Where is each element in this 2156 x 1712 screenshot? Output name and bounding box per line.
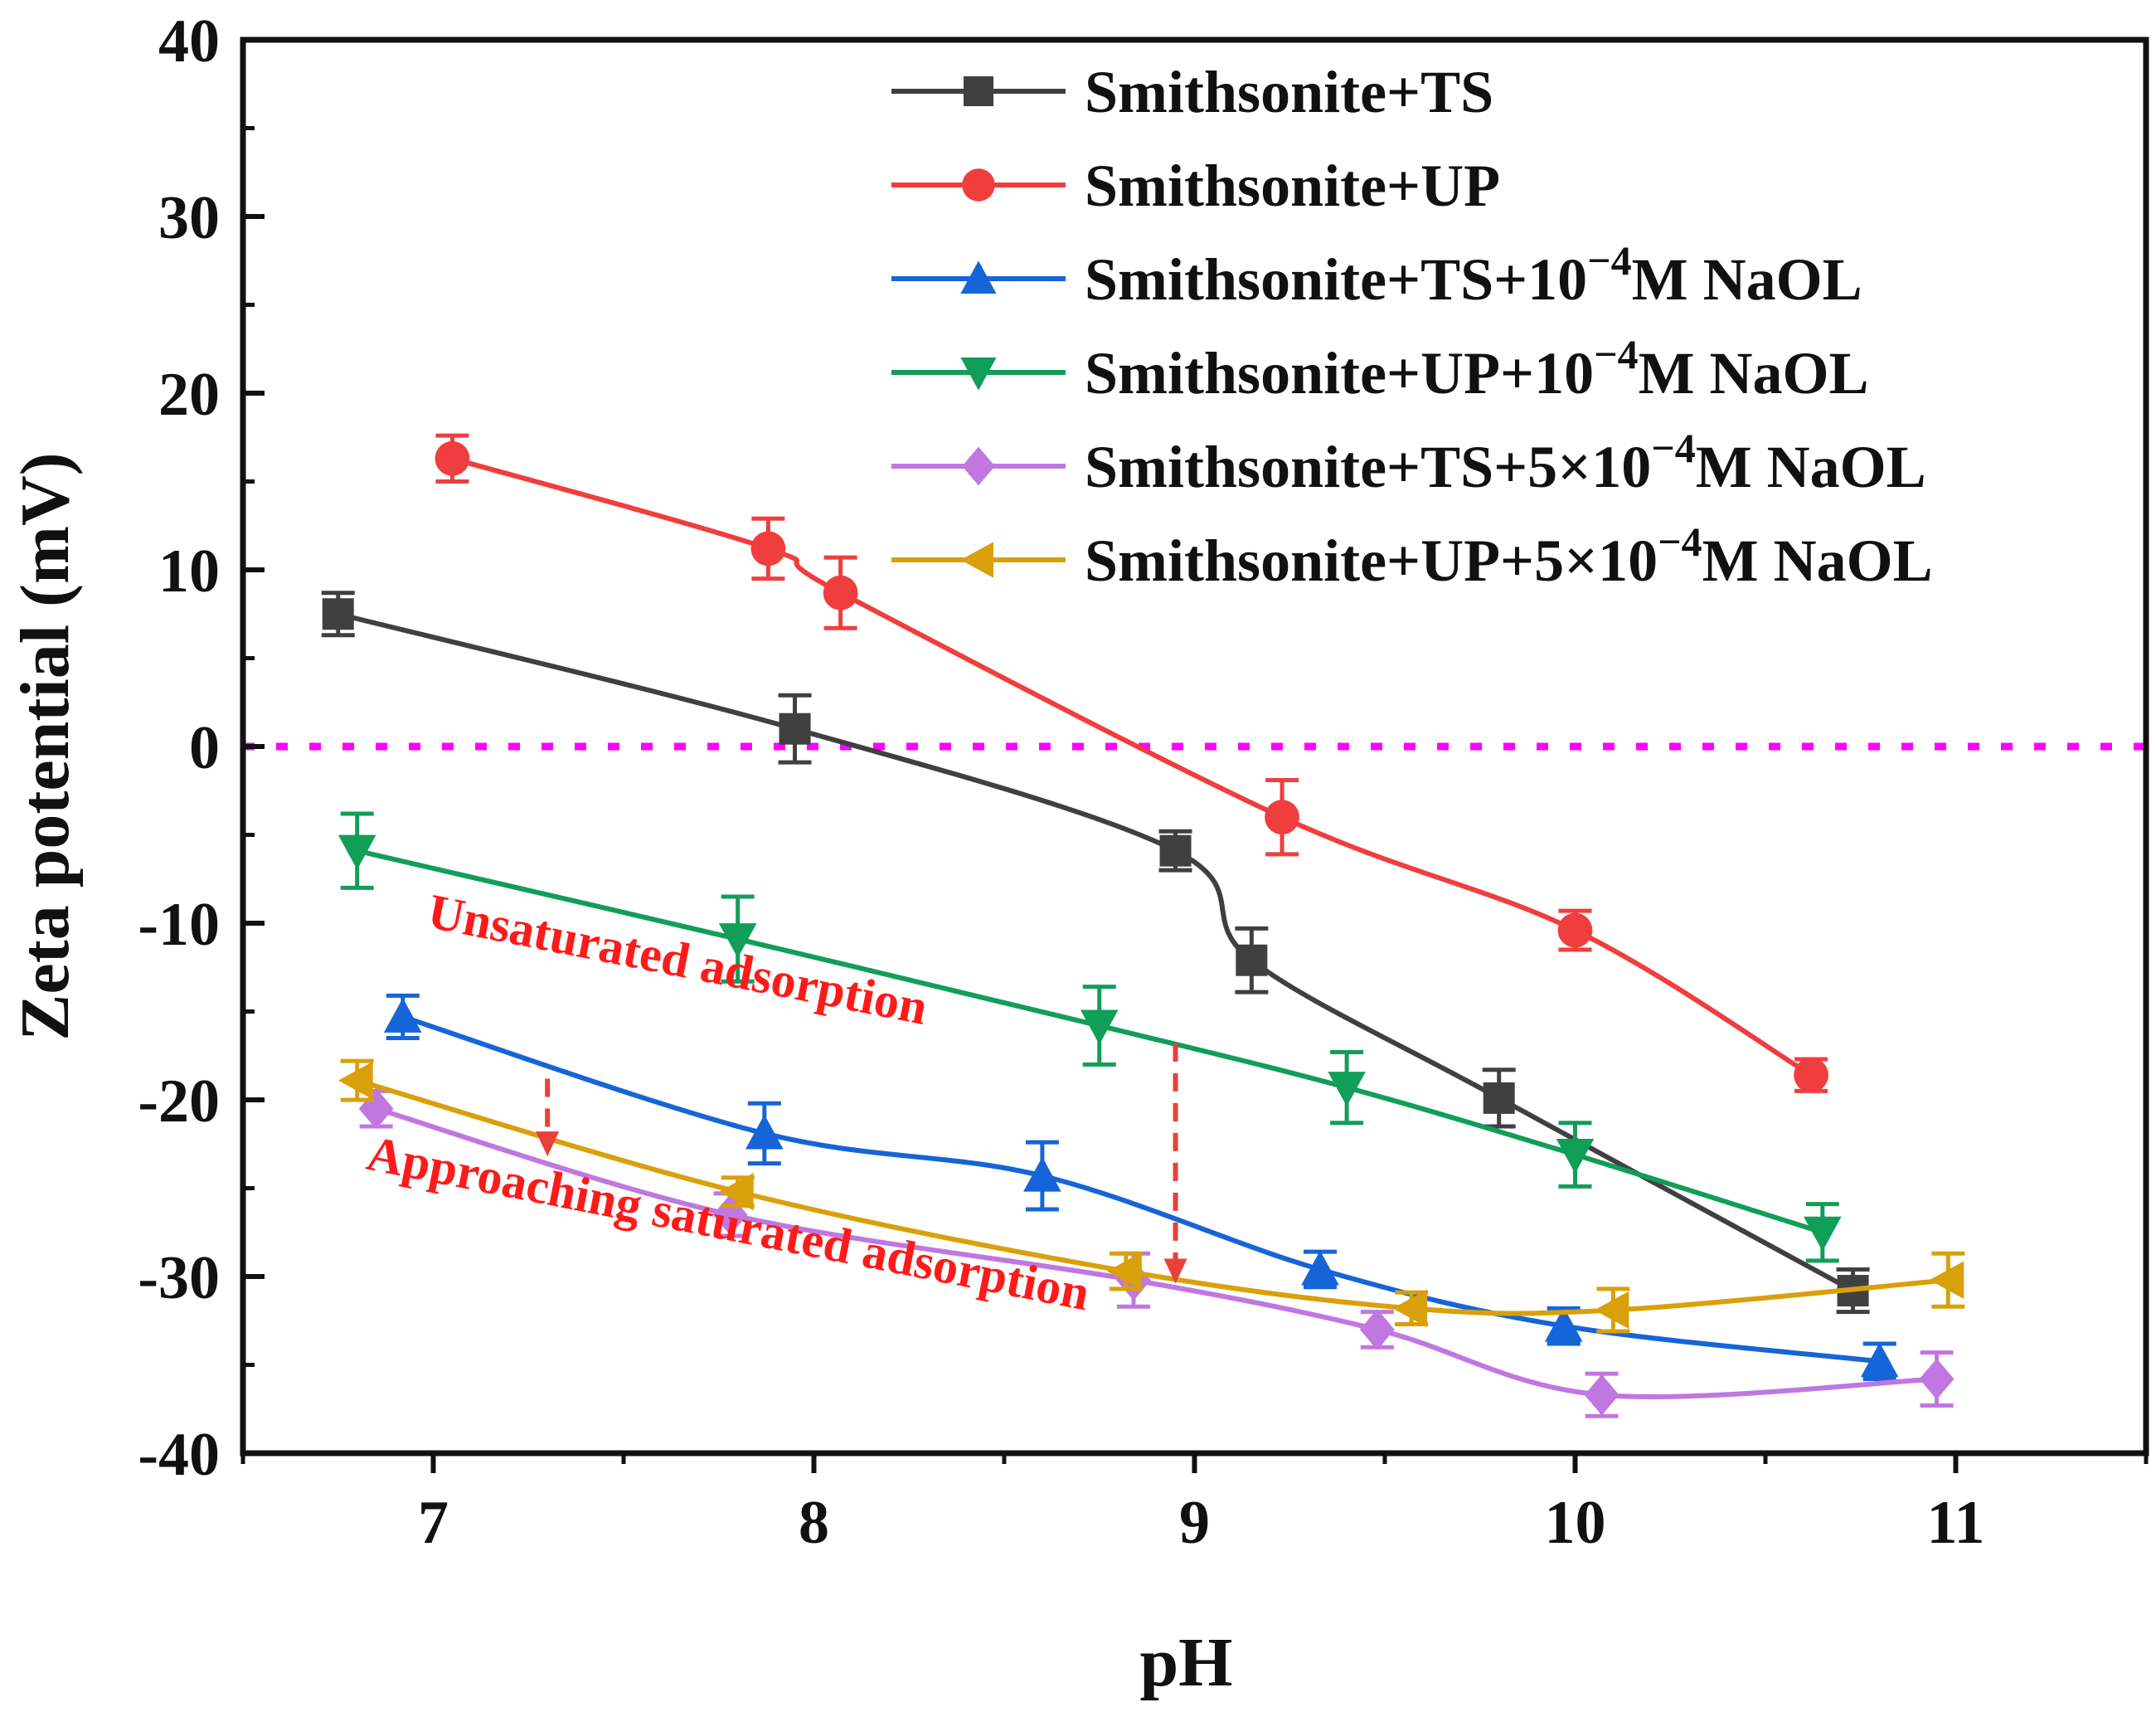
legend-marker xyxy=(960,542,993,578)
data-point xyxy=(1584,1374,1619,1416)
series-5 xyxy=(358,1087,1954,1418)
legend-label: Smithsonite+TS xyxy=(1085,59,1493,125)
legend-marker xyxy=(962,168,995,202)
data-point xyxy=(1301,1250,1339,1286)
y-tick-label: 0 xyxy=(189,714,220,782)
x-tick-label: 9 xyxy=(1179,1489,1210,1557)
data-point xyxy=(745,1114,784,1150)
series-line xyxy=(356,1077,1949,1316)
legend-entry-2: Smithsonite+UP xyxy=(891,153,1500,219)
annotation-1: Unsaturated adsorption xyxy=(424,883,932,1035)
legend-entry-4: Smithsonite+UP+10−4M NaOL xyxy=(891,331,1869,406)
y-tick-label: -10 xyxy=(138,891,220,959)
data-point xyxy=(1359,1309,1395,1350)
series-line xyxy=(375,1106,1937,1399)
legend-marker xyxy=(964,76,993,106)
legend-entry-3: Smithsonite+TS+10−4M NaOL xyxy=(891,237,1862,313)
legend-marker xyxy=(960,260,997,294)
data-point xyxy=(1929,1261,1964,1300)
series-line xyxy=(337,611,1855,1293)
y-tick-label: -30 xyxy=(138,1244,220,1312)
x-tick-label: 10 xyxy=(1545,1489,1606,1557)
data-point xyxy=(1107,1252,1142,1291)
legend-marker xyxy=(962,446,995,486)
x-tick-label: 8 xyxy=(799,1489,829,1557)
series-line xyxy=(357,848,1823,1235)
legend-label: Smithsonite+UP+5×10−4M NaOL xyxy=(1085,518,1933,594)
data-point xyxy=(718,923,757,958)
data-point xyxy=(1794,1058,1828,1093)
data-point xyxy=(1080,1009,1119,1045)
data-point xyxy=(1556,1139,1595,1174)
data-point xyxy=(1265,800,1299,835)
y-tick-label: 20 xyxy=(158,361,220,429)
y-axis-title: Zeta potential (mV) xyxy=(7,452,84,1040)
data-point xyxy=(322,598,354,630)
data-point xyxy=(779,713,811,745)
data-point xyxy=(1919,1358,1954,1400)
data-point xyxy=(1023,1156,1061,1192)
data-point xyxy=(718,1172,754,1211)
legend-label: Smithsonite+TS+5×10−4M NaOL xyxy=(1085,425,1926,500)
arrow-layer xyxy=(536,1043,1187,1284)
data-point xyxy=(750,531,786,567)
data-point xyxy=(823,575,858,610)
data-point xyxy=(1392,1289,1428,1328)
series-4 xyxy=(337,811,1842,1263)
series-2 xyxy=(435,433,1828,1093)
legend-entry-6: Smithsonite+UP+5×10−4M NaOL xyxy=(891,518,1933,594)
y-tick-label: -40 xyxy=(138,1421,220,1489)
arrow-head-1 xyxy=(536,1131,560,1157)
legend-marker xyxy=(960,357,997,391)
data-point xyxy=(1804,1216,1842,1252)
series-layer xyxy=(321,433,1965,1418)
y-tick-label: 40 xyxy=(158,7,220,75)
data-point xyxy=(337,1061,373,1100)
x-axis-title: pH xyxy=(1139,1624,1232,1701)
data-point xyxy=(1544,1306,1583,1342)
data-point xyxy=(1483,1082,1515,1114)
y-tick-label: -20 xyxy=(138,1068,220,1136)
data-point xyxy=(1557,912,1593,948)
data-point xyxy=(1236,944,1268,976)
x-tick-label: 11 xyxy=(1927,1489,1985,1557)
annotation-layer: Unsaturated adsorption Approaching satura… xyxy=(362,883,1094,1320)
legend-entry-1: Smithsonite+TS xyxy=(891,59,1493,125)
annotation-2: Approaching saturated adsorption xyxy=(362,1126,1094,1320)
series-1 xyxy=(321,591,1870,1315)
legend-label: Smithsonite+UP+10−4M NaOL xyxy=(1085,331,1869,406)
data-point xyxy=(1328,1072,1366,1106)
data-point xyxy=(1594,1291,1629,1330)
data-point xyxy=(435,440,470,476)
legend: Smithsonite+TS Smithsonite+UP Smithsonite+… xyxy=(891,59,1933,594)
data-point xyxy=(383,998,422,1033)
axes-layer: -40 -30 -20 -10 0 10 20 30 40 7 8 9 10 11 pH Zeta poten… xyxy=(7,7,2149,1701)
legend-label: Smithsonite+TS+10−4M NaOL xyxy=(1085,237,1862,313)
data-point xyxy=(358,1087,394,1130)
series-6 xyxy=(337,1058,1965,1334)
y-tick-label: 30 xyxy=(158,184,220,252)
legend-label: Smithsonite+UP xyxy=(1085,153,1500,219)
y-tick-label: 10 xyxy=(158,537,220,606)
legend-entry-5: Smithsonite+TS+5×10−4M NaOL xyxy=(891,425,1926,500)
x-tick-label: 7 xyxy=(418,1489,449,1557)
data-point xyxy=(337,834,376,870)
series-line xyxy=(451,455,1813,1077)
arrow-head-2 xyxy=(1163,1258,1187,1284)
data-point xyxy=(1860,1342,1899,1378)
data-point xyxy=(1159,834,1192,867)
